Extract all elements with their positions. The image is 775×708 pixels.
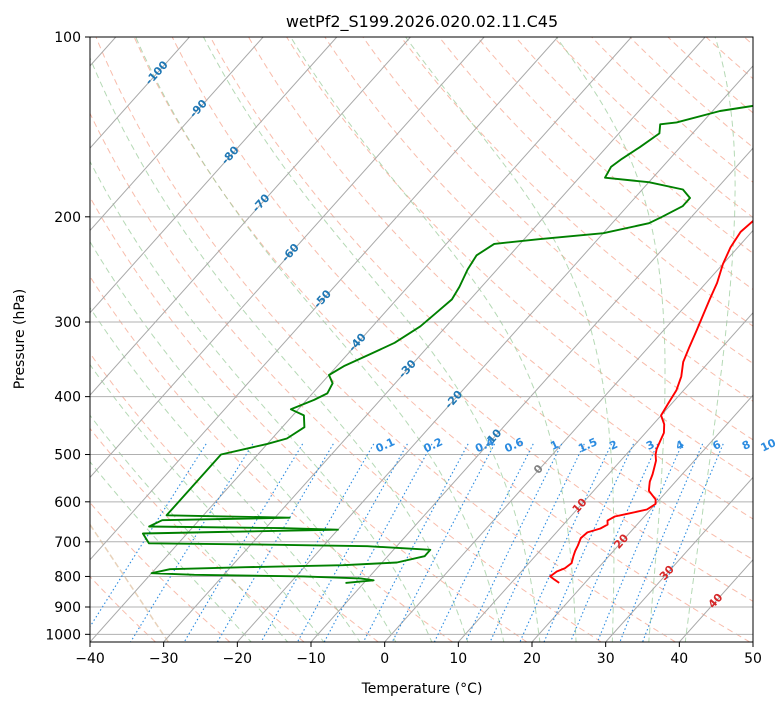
dewpoint-profile-line <box>141 104 753 584</box>
mixing-ratio-label: 10 <box>759 436 775 454</box>
moist-adiabat-line <box>555 37 666 642</box>
x-tick-label: −40 <box>75 651 105 667</box>
x-tick-label: 20 <box>523 651 541 667</box>
y-tick-label: 500 <box>54 448 81 464</box>
dry-adiabat-line <box>286 37 753 480</box>
reference-adiabat-line <box>90 523 169 642</box>
y-tick-label: 400 <box>54 390 81 406</box>
plot-frame <box>89 36 754 643</box>
isotherm-line <box>163 37 706 642</box>
dry-adiabat-line <box>90 112 602 642</box>
moist-adiabat-line <box>90 363 325 642</box>
y-tick-label: 900 <box>54 600 81 616</box>
x-tick-label: 10 <box>449 651 467 667</box>
isotherm-line <box>384 229 753 642</box>
sounding-profiles <box>141 104 753 584</box>
chart-title: wetPf2_S199.2026.020.02.11.C45 <box>286 12 558 32</box>
isotherm-line <box>90 37 485 479</box>
isotherm-line <box>236 65 753 642</box>
dry-adiabat-line <box>476 37 753 291</box>
x-axis-title: Temperature (°C) <box>361 681 483 697</box>
dry-adiabat-line <box>629 37 753 148</box>
dry-adiabat-line <box>90 427 305 642</box>
isotherm-line <box>90 37 190 149</box>
x-tick-label: −30 <box>149 651 179 667</box>
isotherm-line <box>90 37 559 561</box>
mixing-ratio-line <box>297 443 408 642</box>
y-tick-label: 300 <box>54 315 81 331</box>
isotherm-line <box>90 37 411 396</box>
x-tick-label: 30 <box>597 651 615 667</box>
dry-adiabat-line <box>209 37 753 561</box>
isotherm-line <box>531 394 753 642</box>
pressure-gridlines <box>90 37 753 635</box>
mixing-ratio-line <box>130 443 254 642</box>
isotherm-line <box>605 476 753 642</box>
dry-adiabat-line <box>324 37 753 441</box>
dry-adiabat-line <box>591 37 753 183</box>
y-tick-label: 600 <box>54 495 81 511</box>
y-tick-label: 700 <box>54 535 81 551</box>
moist-adiabat-line <box>405 37 615 642</box>
mixing-ratio-line <box>619 443 704 642</box>
mixing-ratio-line <box>489 443 585 642</box>
dry-adiabat-line <box>133 37 751 642</box>
x-tick-label: −20 <box>223 651 253 667</box>
y-axis: 100 200 300 400 500 600 700 800 900 1000 <box>45 30 90 643</box>
moist-adiabat-line <box>90 56 469 642</box>
isotherm-gridlines <box>90 37 753 642</box>
x-tick-label: 40 <box>670 651 688 667</box>
mixing-ratio-line <box>642 443 724 642</box>
x-axis: −40 −30 −20 −10 0 10 20 30 40 50 <box>75 642 762 667</box>
mixing-ratio-line <box>260 443 375 642</box>
mixing-ratio-line <box>569 443 659 642</box>
x-tick-label: 50 <box>744 651 762 667</box>
isotherm-line <box>90 37 264 232</box>
temperature-profile-line <box>549 219 753 584</box>
dry-adiabat-line <box>90 501 231 642</box>
x-tick-label: 0 <box>380 651 389 667</box>
isotherm-line <box>90 37 632 642</box>
y-tick-label: 200 <box>54 210 81 226</box>
moist-adiabat-line <box>90 240 397 642</box>
mixing-ratio-line <box>391 443 496 642</box>
mixing-ratio-line <box>183 443 304 642</box>
moist-adiabat-line <box>203 37 541 642</box>
mixing-ratio-line <box>596 443 683 642</box>
moist-adiabats <box>90 37 736 642</box>
isotherm-line <box>90 37 338 314</box>
mixing-ratio-line <box>216 443 334 642</box>
dry-adiabat-line <box>95 37 676 642</box>
moist-adiabat-line <box>90 306 361 642</box>
dry-adiabat-line <box>362 37 753 402</box>
y-axis-title: Pressure (hPa) <box>12 289 28 389</box>
dry-adiabat-line <box>248 37 753 520</box>
moist-adiabat-line <box>290 37 577 642</box>
y-tick-label: 800 <box>54 569 81 585</box>
dry-adiabat-line <box>90 275 453 642</box>
isotherm-line <box>310 147 753 642</box>
moist-adiabat-line <box>684 37 736 642</box>
y-tick-label: 100 <box>54 30 81 46</box>
dry-adiabat-line <box>438 37 753 327</box>
moist-adiabat-line <box>135 37 505 642</box>
y-tick-label: 1000 <box>45 627 81 643</box>
isotherm-line <box>457 312 753 642</box>
mixing-ratio-line <box>543 443 634 642</box>
x-tick-label: −10 <box>296 651 326 667</box>
